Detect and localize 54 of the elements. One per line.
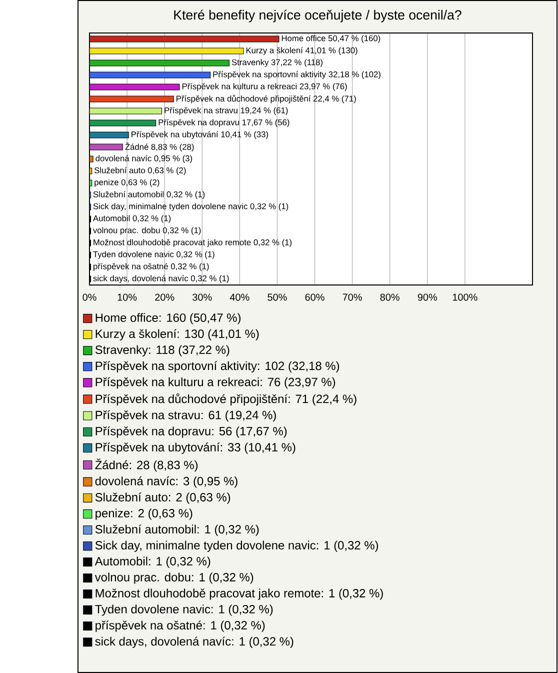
x-tick-label: 70%: [343, 294, 362, 301]
x-tick-label: 90%: [418, 294, 438, 301]
data-label: Příspěvek na ubytování 10,41 % (33): [132, 131, 268, 139]
legend-label: Příspěvek na dopravu: 56 (17,67 %): [96, 426, 287, 438]
data-label: dovolená navíc 0,95 % (3): [96, 155, 192, 163]
data-label: Příspěvek na sportovní aktivity 32,18 % (102): [214, 71, 381, 79]
data-label: Příspěvek na důchodové připojištění 22,4 % (71): [176, 94, 356, 104]
legend-label: dovolená navíc: 3 (0,95 %): [96, 476, 238, 488]
legend-label: Tyden dovolene navic: 1 (0,32 %): [95, 604, 273, 616]
x-tick-label: 30%: [192, 294, 212, 301]
x-tick-label: 0%: [82, 294, 97, 301]
chart-title: Které benefity nejvíce oceňujete / byste ocenil/a?: [174, 10, 462, 22]
legend-label: Příspěvek na ubytování: 33 (10,41 %): [96, 442, 296, 454]
legend-label: Sick day, minimalne tyden dovolene navic: 1 (0,32 %): [96, 540, 378, 552]
data-label: Sick day, minimalne tyden dovolene navic 0,32 % (1): [94, 203, 288, 211]
data-label: Stravenky 37,22 % (118): [232, 59, 323, 67]
data-label: Kurzy a školení 41,01 % (130): [246, 47, 358, 55]
data-label: volnou prac. dobu 0,32 % (1): [93, 227, 201, 235]
data-label: Možnost dlouhodobě pracovat jako remote 0,32 % (1): [94, 239, 292, 247]
data-label: Příspěvek na kulturu a rekreaci 23,97 % (76): [182, 83, 348, 91]
legend-label: penize: 2 (0,63 %): [96, 508, 192, 520]
legend-label: Stravenky: 118 (37,22 %): [96, 345, 230, 356]
legend-label: Příspěvek na sportovní aktivity: 102 (32,18 %): [96, 361, 340, 372]
legend-label: Příspěvek na stravu: 61 (19,24 %): [96, 410, 276, 422]
x-tick-label: 100%: [453, 294, 478, 301]
legend-label: sick days, dovolená navíc: 1 (0,32 %): [95, 636, 294, 648]
legend-label: Služební automobil: 1 (0,32 %): [96, 524, 259, 536]
data-label: Tyden dovolene navic 0,32 % (1): [93, 251, 215, 259]
legend-label: Služební auto: 2 (0,63 %): [96, 492, 230, 504]
legend-label: Možnost dlouhodobě pracovat jako remote: 1 (0,32 %): [96, 588, 384, 600]
data-label: sick days, dovolená navíc 0,32 % (1): [93, 275, 229, 283]
legend-label: Žádné: 28 (8,83 %): [95, 458, 198, 472]
data-label: Automobil 0,32 % (1): [93, 215, 171, 223]
data-label: Příspěvek na dopravu 17,67 % (56): [159, 119, 290, 127]
data-label: příspěvek na ošatné 0,32 % (1): [94, 263, 209, 271]
x-tick-label: 60%: [306, 294, 325, 301]
data-label: Služební auto 0,63 % (2): [94, 167, 186, 175]
x-tick-label: 40%: [230, 294, 250, 301]
data-label: Žádné 8,83 % (28): [125, 142, 194, 152]
legend-label: Home office: 160 (50,47 %): [96, 313, 241, 324]
legend-label: Automobil: 1 (0,32 %): [95, 556, 210, 568]
legend-label: volnou prac. dobu: 1 (0,32 %): [95, 572, 254, 584]
legend-label: Kurzy a školení: 130 (41,01 %): [96, 329, 259, 340]
x-tick-label: 50%: [268, 294, 288, 301]
data-label: penize 0,63 % (2): [94, 179, 160, 187]
legend-label: Příspěvek na důchodové připojištění: 71 (22,4 %): [96, 393, 357, 406]
x-tick-label: 10%: [118, 294, 137, 301]
data-label: Příspěvek na stravu 19,24 % (61): [164, 107, 288, 115]
x-tick-label: 20%: [155, 294, 174, 301]
legend-label: Příspěvek na kulturu a rekreaci: 76 (23,97 %): [96, 377, 336, 389]
legend-label: příspěvek na ošatné: 1 (0,32 %): [96, 620, 265, 632]
data-label: Služební automobil 0,32 % (1): [94, 191, 205, 199]
data-label: Home office 50,47 % (160): [282, 35, 380, 43]
x-tick-label: 80%: [380, 294, 400, 301]
